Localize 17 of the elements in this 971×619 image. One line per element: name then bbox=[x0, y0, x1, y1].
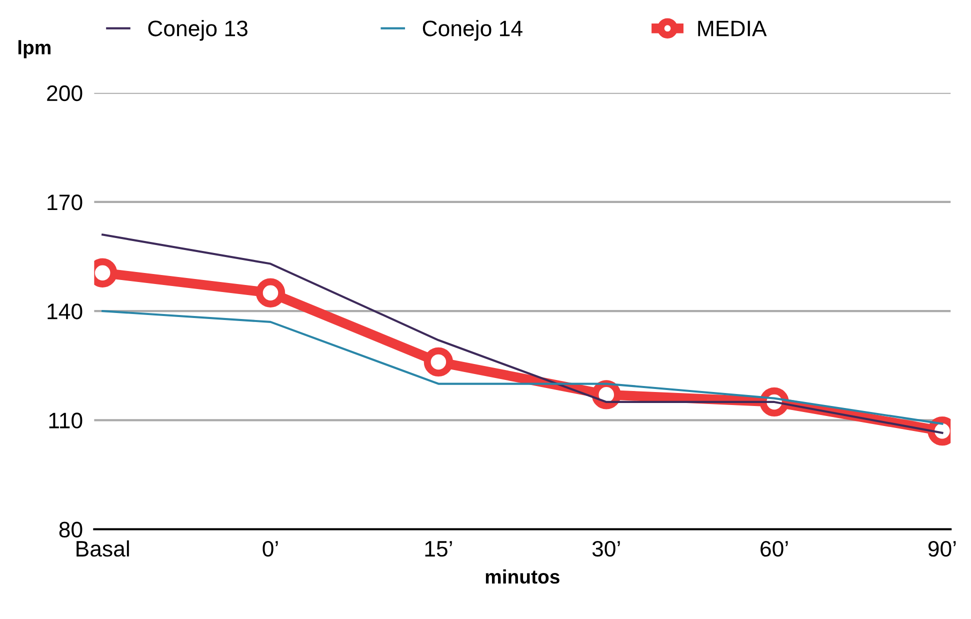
y-axis-title: lpm bbox=[18, 40, 50, 58]
x-tick-label: 90’ bbox=[928, 540, 956, 557]
y-tick-label: 110 bbox=[49, 412, 82, 428]
x-tick-label: 60’ bbox=[760, 540, 788, 557]
x-tick-label: Basal bbox=[76, 540, 129, 557]
x-tick-label: 15’ bbox=[425, 541, 452, 557]
y-tick-label: 80 bbox=[59, 522, 82, 538]
legend-label: Conejo 14 bbox=[422, 20, 522, 41]
x-axis-title: minutos bbox=[486, 569, 560, 584]
y-tick-label: 140 bbox=[48, 304, 82, 320]
y-tick-label: 170 bbox=[48, 194, 82, 210]
x-tick-label: 0’ bbox=[262, 540, 278, 557]
legend-label: MEDIA bbox=[698, 20, 767, 36]
point bbox=[424, 347, 454, 377]
y-tick-label: 200 bbox=[47, 85, 82, 102]
legend-label: Conejo 13 bbox=[148, 20, 248, 41]
x-tick-label: 30’ bbox=[592, 540, 620, 557]
